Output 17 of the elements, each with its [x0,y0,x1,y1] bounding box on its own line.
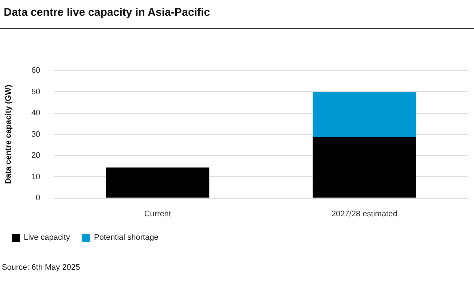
source-note: Source: 6th May 2025 [2,263,80,272]
y-tick-label: 30 [32,130,42,139]
y-tick-label: 40 [32,108,42,118]
y-tick-label: 50 [32,87,42,96]
legend-label: Potential shortage [94,233,160,242]
y-tick-label: 60 [32,66,42,76]
bar [312,137,416,198]
bar [106,168,210,198]
x-tick-label: Current [144,209,172,218]
y-tick-label: 0 [36,194,42,203]
x-tick-label: 2027/28 estimated [332,209,398,218]
chart-title: Data centre live capacity in Asia-Pacific [4,7,210,19]
y-tick-label: 10 [32,172,42,182]
bar [312,92,416,138]
y-tick-label: 20 [32,151,42,160]
legend-label: Live capacity [24,233,70,242]
y-axis-title: Data centre capacity (GW) [4,84,14,184]
